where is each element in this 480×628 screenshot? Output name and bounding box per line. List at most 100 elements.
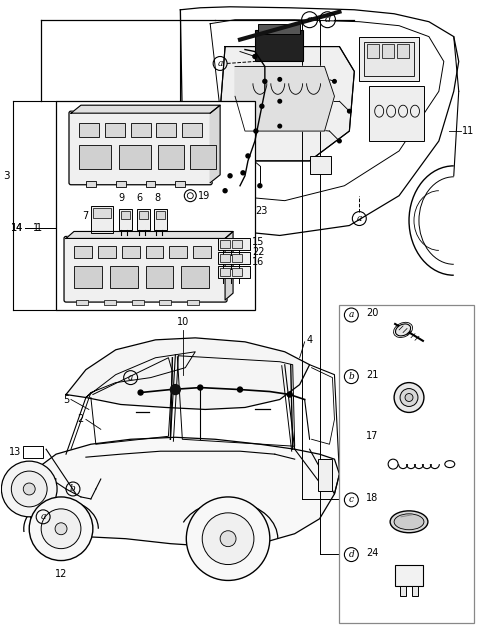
Polygon shape <box>235 67 335 131</box>
Text: b: b <box>70 484 76 494</box>
Bar <box>145 266 173 288</box>
Text: 17: 17 <box>366 431 379 441</box>
Bar <box>395 565 423 587</box>
Text: 3: 3 <box>3 171 10 181</box>
Bar <box>23 447 43 458</box>
Bar <box>397 43 409 58</box>
Bar <box>145 246 164 258</box>
Text: 1: 1 <box>36 224 42 234</box>
Bar <box>91 205 113 234</box>
Bar <box>339 305 474 623</box>
Circle shape <box>228 174 232 178</box>
Text: 9: 9 <box>119 193 125 203</box>
Circle shape <box>138 390 143 395</box>
Bar <box>131 123 151 137</box>
Text: b: b <box>348 372 354 381</box>
Bar <box>367 43 379 58</box>
Bar <box>193 246 211 258</box>
Circle shape <box>12 471 47 507</box>
Circle shape <box>278 78 282 81</box>
Text: a: a <box>348 310 354 320</box>
Bar <box>105 123 125 137</box>
Text: 10: 10 <box>177 317 190 327</box>
Bar <box>175 181 185 187</box>
Bar <box>181 266 209 288</box>
Bar <box>155 208 168 230</box>
Text: a: a <box>217 59 223 68</box>
Text: 8: 8 <box>155 193 160 203</box>
Bar <box>318 459 333 491</box>
Bar <box>74 266 102 288</box>
Text: d: d <box>348 550 354 559</box>
Circle shape <box>202 513 254 565</box>
Circle shape <box>1 461 57 517</box>
Text: 14: 14 <box>11 224 23 234</box>
Circle shape <box>337 139 341 143</box>
Polygon shape <box>210 106 220 183</box>
Text: 20: 20 <box>366 308 379 318</box>
Text: 15: 15 <box>252 237 264 247</box>
Circle shape <box>23 483 35 495</box>
Bar <box>76 300 88 305</box>
Circle shape <box>254 129 258 133</box>
Text: c: c <box>349 495 354 504</box>
Bar <box>190 145 216 169</box>
Circle shape <box>278 124 282 128</box>
Bar <box>232 241 242 249</box>
Text: 12: 12 <box>55 568 67 578</box>
Bar <box>137 208 150 230</box>
Bar <box>369 86 424 141</box>
Circle shape <box>246 154 250 158</box>
Bar <box>220 241 230 249</box>
Text: 5: 5 <box>63 394 69 404</box>
Text: 11: 11 <box>462 126 474 136</box>
Bar <box>310 156 332 174</box>
Bar <box>93 208 111 217</box>
Bar <box>169 246 187 258</box>
Bar <box>258 24 300 34</box>
Text: 1: 1 <box>33 224 39 234</box>
Circle shape <box>260 104 264 108</box>
Text: 23: 23 <box>256 205 268 215</box>
Bar <box>364 41 414 77</box>
Circle shape <box>41 509 81 549</box>
Text: d: d <box>324 15 331 24</box>
Circle shape <box>55 522 67 534</box>
Text: 24: 24 <box>366 548 379 558</box>
Bar <box>255 30 302 62</box>
Ellipse shape <box>396 324 410 336</box>
Bar <box>400 587 406 597</box>
Polygon shape <box>220 46 354 161</box>
Bar <box>119 145 151 169</box>
Text: a: a <box>357 214 362 223</box>
Bar <box>79 145 111 169</box>
Bar <box>86 181 96 187</box>
Bar <box>79 123 99 137</box>
Circle shape <box>263 79 267 84</box>
Bar <box>156 210 166 219</box>
Bar <box>74 246 92 258</box>
Circle shape <box>278 99 282 103</box>
Bar <box>116 181 126 187</box>
Bar <box>218 266 250 278</box>
Text: 19: 19 <box>198 191 211 201</box>
Bar <box>220 268 230 276</box>
Polygon shape <box>225 232 233 300</box>
Text: 4: 4 <box>307 335 313 345</box>
Bar <box>232 268 242 276</box>
Circle shape <box>258 184 262 188</box>
Circle shape <box>198 385 203 390</box>
Text: 7: 7 <box>83 210 89 220</box>
Bar <box>139 210 147 219</box>
Bar <box>145 181 156 187</box>
Circle shape <box>405 394 413 401</box>
Text: 13: 13 <box>9 447 21 457</box>
Text: 17: 17 <box>23 448 34 457</box>
Text: c: c <box>307 15 312 24</box>
Text: 2: 2 <box>78 414 84 425</box>
Bar <box>122 246 140 258</box>
FancyBboxPatch shape <box>69 111 212 185</box>
Polygon shape <box>21 437 339 546</box>
Circle shape <box>287 392 292 397</box>
Bar <box>120 210 130 219</box>
